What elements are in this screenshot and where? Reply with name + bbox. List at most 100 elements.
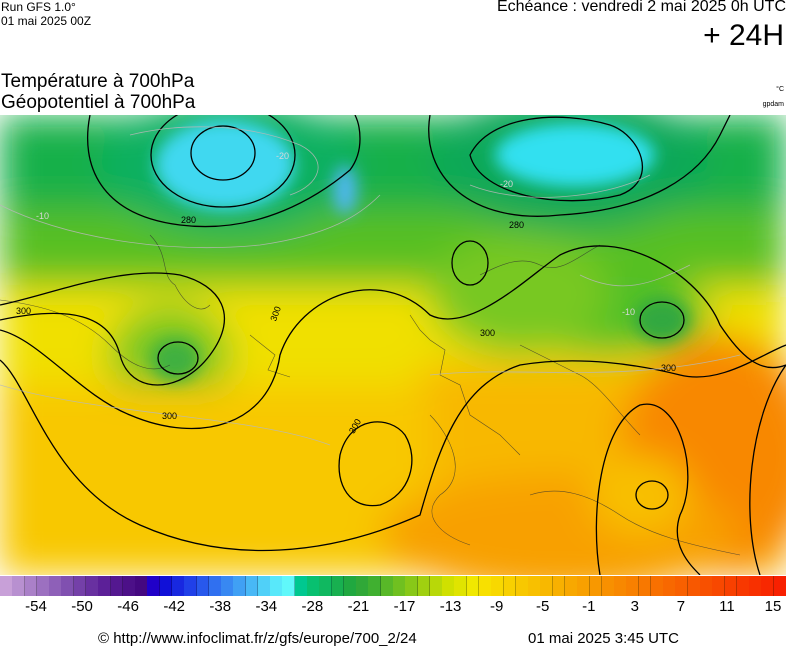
map-title-temperature: Température à 700hPa xyxy=(1,71,195,92)
scale-swatch xyxy=(478,576,492,596)
scale-swatch xyxy=(638,576,652,596)
scale-swatch xyxy=(233,576,247,596)
scale-swatch xyxy=(24,576,38,596)
scale-swatch xyxy=(749,576,762,596)
scale-swatch xyxy=(61,576,75,596)
scale-swatch xyxy=(331,576,345,596)
scale-swatch xyxy=(319,576,333,596)
scale-swatch xyxy=(208,576,222,596)
scale-swatch xyxy=(515,576,529,596)
scale-tick-label: -50 xyxy=(71,598,93,615)
scale-swatch xyxy=(12,576,26,596)
scale-swatch xyxy=(245,576,259,596)
scale-swatch xyxy=(577,576,590,596)
contour-label: -20 xyxy=(276,151,289,161)
scale-swatch xyxy=(294,576,308,596)
scale-tick-label: -9 xyxy=(489,598,504,615)
scale-swatch xyxy=(650,576,664,596)
scale-swatch xyxy=(159,576,173,596)
scale-swatch xyxy=(601,576,615,596)
scale-swatch xyxy=(356,576,369,596)
scale-swatch xyxy=(221,576,234,596)
scale-swatch xyxy=(110,576,124,596)
scale-swatch xyxy=(675,576,689,596)
scale-swatch xyxy=(135,576,148,596)
scale-swatch xyxy=(503,576,517,596)
scale-swatch xyxy=(564,576,578,596)
scale-swatch xyxy=(491,576,505,596)
scale-swatch xyxy=(614,576,627,596)
scale-tick-label: -5 xyxy=(536,598,550,615)
scale-swatch xyxy=(307,576,320,596)
scale-swatch xyxy=(73,576,87,596)
weather-map: 280 280 300 300 300 300 300 300 -20 -20 … xyxy=(0,115,786,575)
scale-swatch xyxy=(282,576,296,596)
contour-label: 300 xyxy=(661,363,676,373)
contour-label: 300 xyxy=(480,328,495,338)
scale-tick-label: -13 xyxy=(439,598,462,615)
scale-swatch xyxy=(49,576,62,596)
contour-label: -10 xyxy=(36,211,49,221)
scale-swatch xyxy=(528,576,541,596)
scale-swatch xyxy=(687,576,701,596)
unit-geopotential: gpdam xyxy=(762,101,784,108)
scale-swatch xyxy=(171,576,185,596)
coastlines xyxy=(0,234,741,556)
scale-swatch xyxy=(442,576,455,596)
forecast-valid-time: Echéance : vendredi 2 mai 2025 0h UTC xyxy=(496,0,786,15)
scale-swatch xyxy=(626,576,640,596)
map-title-geopotential: Géopotentiel à 700hPa xyxy=(1,92,196,113)
contour-label: -20 xyxy=(500,179,513,189)
scale-swatch xyxy=(147,576,161,596)
color-scale-ticks: -54 -50 -46 -42 -38 -34 -28 -21 -17 -13 -9 -5 -1 3 7 11… xyxy=(0,598,786,618)
scale-tick-label: -46 xyxy=(117,598,139,615)
scale-swatch xyxy=(0,576,13,596)
temperature-contours xyxy=(0,126,741,446)
contour-label: 280 xyxy=(509,220,524,230)
scale-swatch xyxy=(429,576,443,596)
scale-tick-label: -42 xyxy=(163,598,186,615)
scale-swatch xyxy=(663,576,676,596)
scale-swatch xyxy=(540,576,554,596)
scale-swatch xyxy=(552,576,566,596)
scale-swatch xyxy=(380,576,394,596)
scale-swatch xyxy=(405,576,419,596)
scale-swatch xyxy=(589,576,603,596)
scale-tick-label: 11 xyxy=(719,598,735,615)
scale-swatch xyxy=(761,576,775,596)
scale-tick-label: -54 xyxy=(25,598,47,615)
contour-label: 300 xyxy=(16,306,31,316)
scale-tick-label: 7 xyxy=(676,598,686,615)
scale-swatch xyxy=(85,576,99,596)
scale-swatch xyxy=(417,576,431,596)
scale-swatch xyxy=(700,576,713,596)
scale-tick-label: -34 xyxy=(255,598,278,615)
scale-swatch xyxy=(257,576,271,596)
scale-swatch xyxy=(270,576,283,596)
scale-tick-label: -1 xyxy=(582,598,596,615)
run-date: 01 mai 2025 00Z xyxy=(1,14,92,28)
scale-tick-label: -28 xyxy=(301,598,324,615)
color-scale xyxy=(0,576,786,596)
scale-swatch xyxy=(36,576,50,596)
cold-cores xyxy=(150,120,690,382)
scale-swatch xyxy=(368,576,382,596)
scale-swatch xyxy=(184,576,197,596)
run-model: Run GFS 1.0° xyxy=(1,0,76,14)
scale-tick-label: -38 xyxy=(209,598,232,615)
scale-swatch xyxy=(196,576,210,596)
scale-tick-label: 15 xyxy=(764,598,782,615)
scale-swatch xyxy=(98,576,112,596)
temperature-field xyxy=(0,115,786,575)
contour-labels: 280 280 300 300 300 300 300 300 -20 -20 … xyxy=(16,151,676,435)
scale-swatch xyxy=(736,576,750,596)
scale-swatch xyxy=(454,576,468,596)
scale-swatch xyxy=(466,576,480,596)
scale-swatch xyxy=(724,576,738,596)
scale-swatch xyxy=(393,576,406,596)
run-info: Run GFS 1.0° 01 mai 2025 00Z xyxy=(1,0,91,28)
contour-label: 300 xyxy=(268,305,283,323)
contour-label: 280 xyxy=(181,215,196,225)
scale-tick-label: 3 xyxy=(630,598,639,615)
scale-swatch xyxy=(122,576,136,596)
